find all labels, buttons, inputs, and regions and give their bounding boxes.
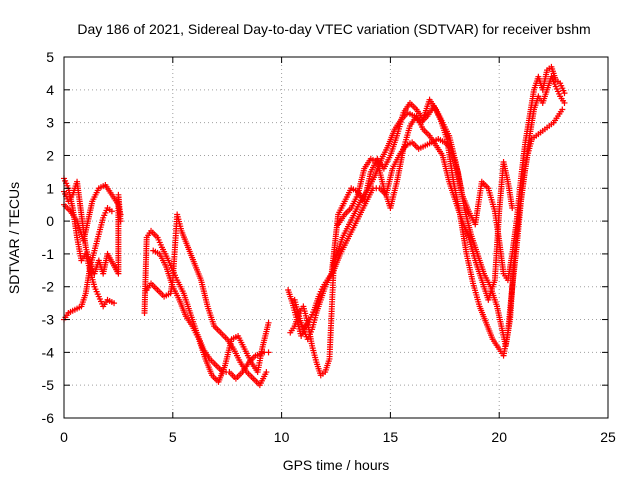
x-tick-label: 20 [491,429,507,445]
series-trace-g [150,247,272,385]
chart-title: Day 186 of 2021, Sidereal Day-to-day VTE… [77,21,590,37]
y-tick-label: 3 [46,115,54,131]
x-tick-label: 15 [383,429,399,445]
data-point [111,300,118,307]
y-tick-label: 5 [46,49,54,65]
data-point [561,90,568,97]
x-tick-label: 0 [60,429,68,445]
data-layer [61,63,568,389]
y-tick-label: 1 [46,180,54,196]
y-tick-label: 2 [46,147,54,163]
data-point [108,208,115,215]
x-tick-label: 5 [169,429,177,445]
x-axis-label: GPS time / hours [283,457,390,473]
data-point [561,99,568,106]
y-tick-label: 4 [46,82,54,98]
data-point [265,319,272,326]
y-tick-label: 0 [46,213,54,229]
series-trace-i [287,73,568,379]
y-axis-label: SDTVAR / TECUs [6,182,22,294]
y-tick-label: -1 [42,246,55,262]
tick-layer: 0 5 10 15 20 25 -6 -5 -4 -3 -2 -1 0 1 2 3 4 5 [42,49,616,445]
series-trace-k [335,113,516,303]
series-trace-d [61,178,124,277]
y-tick-label: -6 [42,410,55,426]
data-point [117,218,124,225]
y-tick-label: -5 [42,377,55,393]
plot-frame [63,56,609,419]
y-tick-label: -3 [42,312,55,328]
y-tick-label: -4 [42,344,55,360]
y-tick-label: -2 [42,279,55,295]
x-tick-label: 25 [600,429,616,445]
data-point [509,204,516,211]
data-point [559,106,566,113]
x-tick-label: 10 [274,429,290,445]
data-point [263,369,270,376]
series-trace-j [291,63,568,343]
series-trace-c [61,204,115,323]
data-point [265,349,272,356]
series-trace-b [61,181,124,244]
